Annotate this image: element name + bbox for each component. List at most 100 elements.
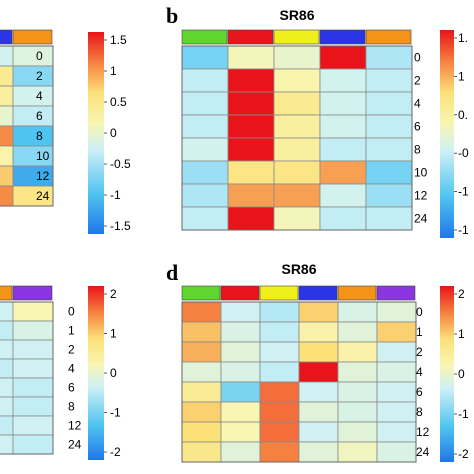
heatmap-cell — [298, 381, 339, 403]
heatmap-cell — [337, 421, 378, 443]
colorbar-tick-label: -1 — [110, 406, 121, 420]
heatmap-cell — [227, 137, 275, 162]
heatmap-cell — [12, 396, 54, 417]
group-color-bar — [227, 29, 274, 45]
heatmap-cell — [181, 361, 222, 383]
group-color-bar — [220, 285, 260, 301]
heatmap-cell — [12, 105, 54, 127]
heatmap-cell — [337, 381, 378, 403]
heatmap-cell — [0, 415, 14, 436]
heatmap-cell — [181, 341, 222, 363]
heatmap-cell — [337, 441, 378, 463]
group-color-bar — [259, 285, 299, 301]
group-color-bar — [0, 285, 13, 301]
heatmap-cell — [227, 183, 275, 208]
heatmap-cell — [273, 160, 321, 185]
colorbar-tick-label: -2 — [458, 447, 469, 461]
heatmap-cell — [319, 68, 367, 93]
heatmap-cell — [220, 381, 261, 403]
heatmap-cell — [0, 185, 14, 207]
row-label: 0 — [68, 305, 75, 319]
heatmap-cell — [12, 45, 54, 67]
heatmap-cell — [337, 361, 378, 383]
heatmap-cell — [0, 396, 14, 417]
heatmap-cell — [181, 45, 229, 70]
group-color-bar — [298, 285, 338, 301]
heatmap-frame — [0, 301, 54, 455]
heatmap-cell — [227, 114, 275, 139]
colorbar-tick-label: -1 — [458, 223, 469, 237]
heatmap-cell — [0, 85, 14, 107]
heatmap-cell — [259, 361, 300, 383]
heatmap-cell — [365, 183, 413, 208]
heatmap-cell — [0, 145, 14, 167]
row-label: 0 — [414, 51, 421, 65]
row-label: 24 — [68, 438, 82, 452]
heatmap-cell — [376, 341, 417, 363]
row-label: 12 — [414, 189, 428, 203]
heatmap-cell — [12, 339, 54, 360]
heatmap-cell — [337, 321, 378, 343]
colorbar-tick-label: 0 — [110, 126, 117, 140]
heatmap-cell — [376, 441, 417, 463]
heatmap-cell — [227, 45, 275, 70]
heatmap-cell — [181, 301, 222, 323]
heatmap-cell — [181, 441, 222, 463]
row-label: 0 — [36, 49, 43, 63]
heatmap-cell — [227, 206, 275, 231]
heatmap-cell — [12, 320, 54, 341]
heatmap-cell — [298, 341, 339, 363]
heatmap-cell — [220, 421, 261, 443]
heatmap-cell — [376, 301, 417, 323]
heatmap-cell — [0, 339, 14, 360]
heatmap-cell — [220, 321, 261, 343]
heatmap-cell — [12, 301, 54, 322]
heatmap-cell — [376, 401, 417, 423]
row-label: 8 — [68, 400, 75, 414]
colorbar — [440, 286, 454, 462]
colorbar-tick-label: 1 — [458, 69, 465, 83]
group-color-bar — [319, 29, 366, 45]
row-label: 12 — [416, 425, 430, 439]
heatmap-cell — [181, 401, 222, 423]
heatmap-cell — [365, 114, 413, 139]
heatmap-cell — [259, 441, 300, 463]
row-label: 2 — [416, 345, 423, 359]
colorbar-tick-label: -1.5 — [110, 219, 131, 233]
colorbar-tick-label: 0 — [458, 367, 465, 381]
heatmap-cell — [12, 358, 54, 379]
colorbar-tick-label: 0 — [110, 366, 117, 380]
heatmap-cell — [181, 183, 229, 208]
colorbar-tick-label: -1 — [458, 407, 469, 421]
row-label: 12 — [68, 419, 82, 433]
colorbar-tick-label: -2 — [110, 445, 121, 459]
heatmap-cell — [181, 91, 229, 116]
heatmap-cell — [273, 206, 321, 231]
heatmap-cell — [181, 321, 222, 343]
heatmap-cell — [365, 206, 413, 231]
row-label: 4 — [68, 362, 75, 376]
colorbar-tick-label: 2 — [458, 287, 465, 301]
group-color-bar — [0, 29, 13, 45]
heatmap-cell — [0, 165, 14, 187]
heatmap-cell — [298, 361, 339, 383]
heatmap-cell — [227, 68, 275, 93]
heatmap-cell — [0, 45, 14, 67]
heatmap-cell — [365, 137, 413, 162]
heatmap-cell — [298, 441, 339, 463]
row-label: 1 — [416, 325, 423, 339]
heatmap-cell — [319, 91, 367, 116]
colorbar-tick-label: -0 — [458, 146, 469, 160]
group-color-bar — [181, 285, 221, 301]
heatmap-cell — [365, 91, 413, 116]
heatmap-cell — [273, 137, 321, 162]
panel-letter: b — [166, 3, 178, 28]
row-label: 6 — [36, 109, 43, 123]
colorbar-tick-label: -1 — [458, 185, 469, 199]
colorbar-tick-label: -1 — [110, 188, 121, 202]
heatmap-frame — [181, 301, 417, 463]
heatmap-cell — [0, 125, 14, 147]
heatmap-cell — [319, 45, 367, 70]
